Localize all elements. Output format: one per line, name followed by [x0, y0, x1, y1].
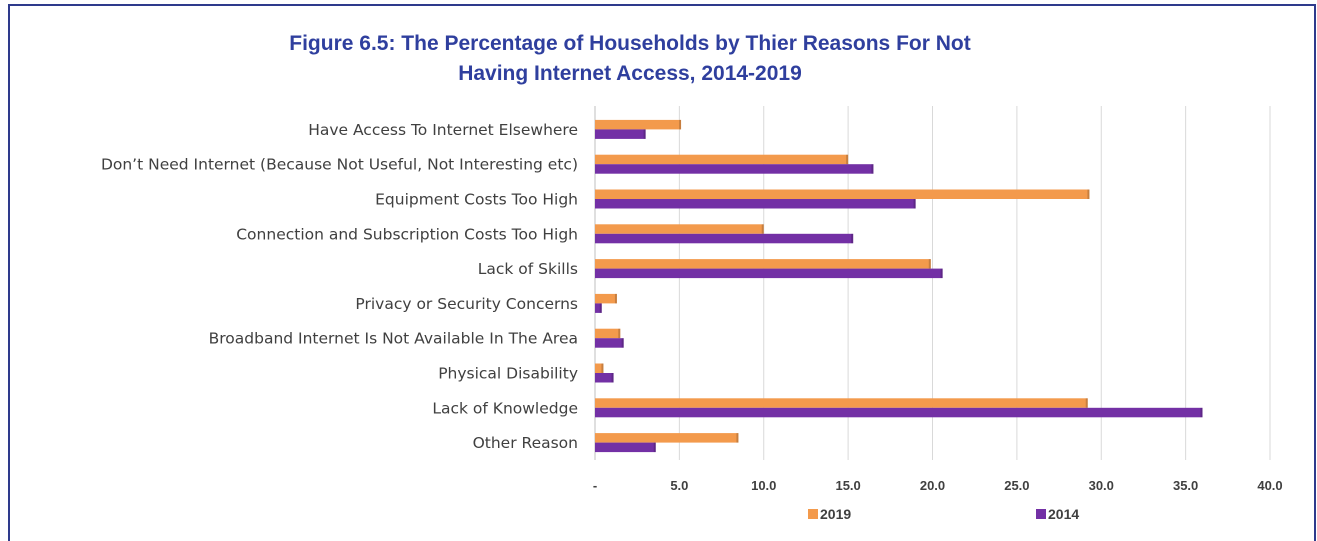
bar-2019 — [595, 398, 1088, 408]
x-tick-label: 25.0 — [1004, 478, 1029, 493]
bar-2019 — [595, 433, 739, 443]
category-label: Privacy or Security Concerns — [355, 295, 578, 313]
bar-end-shade — [871, 164, 874, 174]
bar-end-shade — [643, 129, 646, 139]
bar-2014 — [595, 129, 646, 139]
bar-2019 — [595, 328, 621, 339]
category-label: Physical Disability — [438, 365, 578, 383]
figure-frame — [8, 4, 1316, 541]
bar-2014 — [595, 164, 874, 174]
legend-swatch-2014 — [1036, 509, 1046, 519]
bar-end-shade — [736, 433, 739, 443]
bar-end-shade — [846, 154, 849, 165]
bar-2014 — [595, 199, 916, 209]
category-label: Have Access To Internet Elsewhere — [308, 121, 578, 139]
x-tick-label: 40.0 — [1257, 478, 1282, 493]
bar-end-shade — [621, 338, 624, 348]
x-tick-label: 10.0 — [751, 478, 776, 493]
x-tick-label: 30.0 — [1089, 478, 1114, 493]
category-label: Lack of Knowledge — [432, 399, 578, 417]
bar-end-shade — [913, 199, 916, 209]
bar-end-shade — [611, 373, 614, 383]
bar-end-shade — [618, 328, 621, 339]
bar-end-shade — [679, 119, 682, 130]
bar-end-shade — [601, 363, 604, 373]
category-label: Equipment Costs Too High — [375, 191, 578, 209]
category-label: Connection and Subscription Costs Too Hi… — [236, 225, 578, 243]
bar-end-shade — [928, 259, 931, 269]
bar-2014 — [595, 268, 943, 279]
category-label: Broadband Internet Is Not Available In T… — [209, 330, 578, 348]
bar-end-shade — [599, 303, 602, 313]
bar-end-shade — [851, 233, 854, 244]
bar-end-shade — [1085, 398, 1088, 408]
bar-2014 — [595, 233, 854, 244]
legend-label-2014: 2014 — [1048, 506, 1080, 522]
bar-2019 — [595, 154, 849, 165]
legend-swatch-2019 — [808, 509, 818, 519]
bar-2019 — [595, 259, 931, 269]
bar-2014 — [595, 338, 624, 348]
x-tick-label: - — [593, 478, 597, 493]
bar-2019 — [595, 224, 764, 234]
bar-end-shade — [1200, 407, 1203, 418]
x-tick-label: 5.0 — [670, 478, 688, 493]
bar-2014 — [595, 303, 602, 313]
bar-end-shade — [940, 268, 943, 279]
bar-end-shade — [653, 442, 656, 453]
category-label: Other Reason — [473, 434, 578, 452]
x-tick-label: 20.0 — [920, 478, 945, 493]
bar-2019 — [595, 189, 1090, 199]
bar-end-shade — [1087, 189, 1090, 199]
category-label: Don’t Need Internet (Because Not Useful,… — [101, 156, 578, 174]
x-tick-label: 35.0 — [1173, 478, 1198, 493]
chart-title-line-1: Figure 6.5: The Percentage of Households… — [289, 32, 971, 55]
category-label: Lack of Skills — [478, 260, 578, 278]
bar-2019 — [595, 293, 617, 304]
legend-label-2019: 2019 — [820, 506, 852, 522]
chart-title-line-2: Having Internet Access, 2014-2019 — [458, 62, 802, 85]
legend-item-2014: 2014 — [1036, 506, 1079, 522]
bar-2014 — [595, 442, 656, 453]
bar-2014 — [595, 373, 614, 383]
bar-2014 — [595, 407, 1203, 418]
x-tick-label: 15.0 — [835, 478, 860, 493]
bar-end-shade — [761, 224, 764, 234]
bar-2019 — [595, 119, 682, 130]
bar-2019 — [595, 363, 604, 373]
bar-end-shade — [614, 293, 617, 304]
legend-item-2019: 2019 — [808, 506, 851, 522]
